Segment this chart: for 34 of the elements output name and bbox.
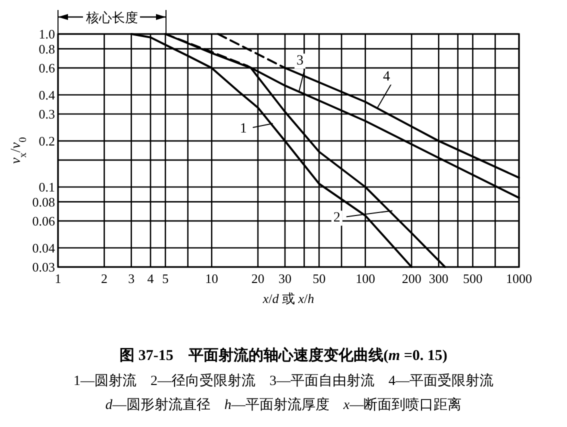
y-tick-label: 0.08 xyxy=(32,194,55,210)
x-tick-label: 20 xyxy=(251,271,264,286)
x-tick-label: 2 xyxy=(101,271,108,286)
x-tick-label: 30 xyxy=(278,271,292,286)
y-tick-label: 0.8 xyxy=(38,41,55,56)
x-tick-label: 3 xyxy=(128,271,135,286)
y-tick-label: 0.06 xyxy=(32,213,56,228)
text: 图 37-15 平面射流的轴心速度变化曲线(m =0. 15) xyxy=(120,346,448,364)
x-tick-label: 1 xyxy=(54,271,62,286)
text: 1—圆射流 2—径向受限射流 3—平面自由射流 4—平面受限射流 xyxy=(74,373,494,389)
x-tick-label: 200 xyxy=(402,271,422,286)
x-tick-label: 1000 xyxy=(506,271,532,286)
x-tick-label: 500 xyxy=(462,271,482,286)
y-tick-label: 0.04 xyxy=(32,240,56,256)
annotation: 1 xyxy=(240,122,247,137)
y-tick-label: 0.1 xyxy=(38,180,55,194)
x-tick-label: 5 xyxy=(162,271,169,286)
y-tick-label: 0.6 xyxy=(38,60,56,76)
x-tick-label: 50 xyxy=(312,271,326,286)
y-tick-label: 1.0 xyxy=(38,26,55,42)
x-tick-label: 4 xyxy=(147,271,154,286)
annotation: 2 xyxy=(333,210,340,226)
y-tick-label: 0.4 xyxy=(38,87,56,102)
x-tick-label: 100 xyxy=(356,271,376,286)
y-tick-label: 0.3 xyxy=(38,106,55,122)
x-tick-label: 10 xyxy=(205,271,218,286)
annotation: 4 xyxy=(383,70,390,85)
core-length-dimension: 核心长度 xyxy=(58,10,166,34)
y-tick-label: 0.2 xyxy=(38,133,55,148)
x-tick-label: 300 xyxy=(428,271,448,286)
y-tick-label: 0.03 xyxy=(32,260,55,274)
text: d—圆形射流直径 h—平面射流厚度 x—断面到喷口距离 xyxy=(105,397,462,413)
x-axis-title: x/d 或 x/h xyxy=(262,291,314,306)
annotation: 3 xyxy=(296,54,304,69)
